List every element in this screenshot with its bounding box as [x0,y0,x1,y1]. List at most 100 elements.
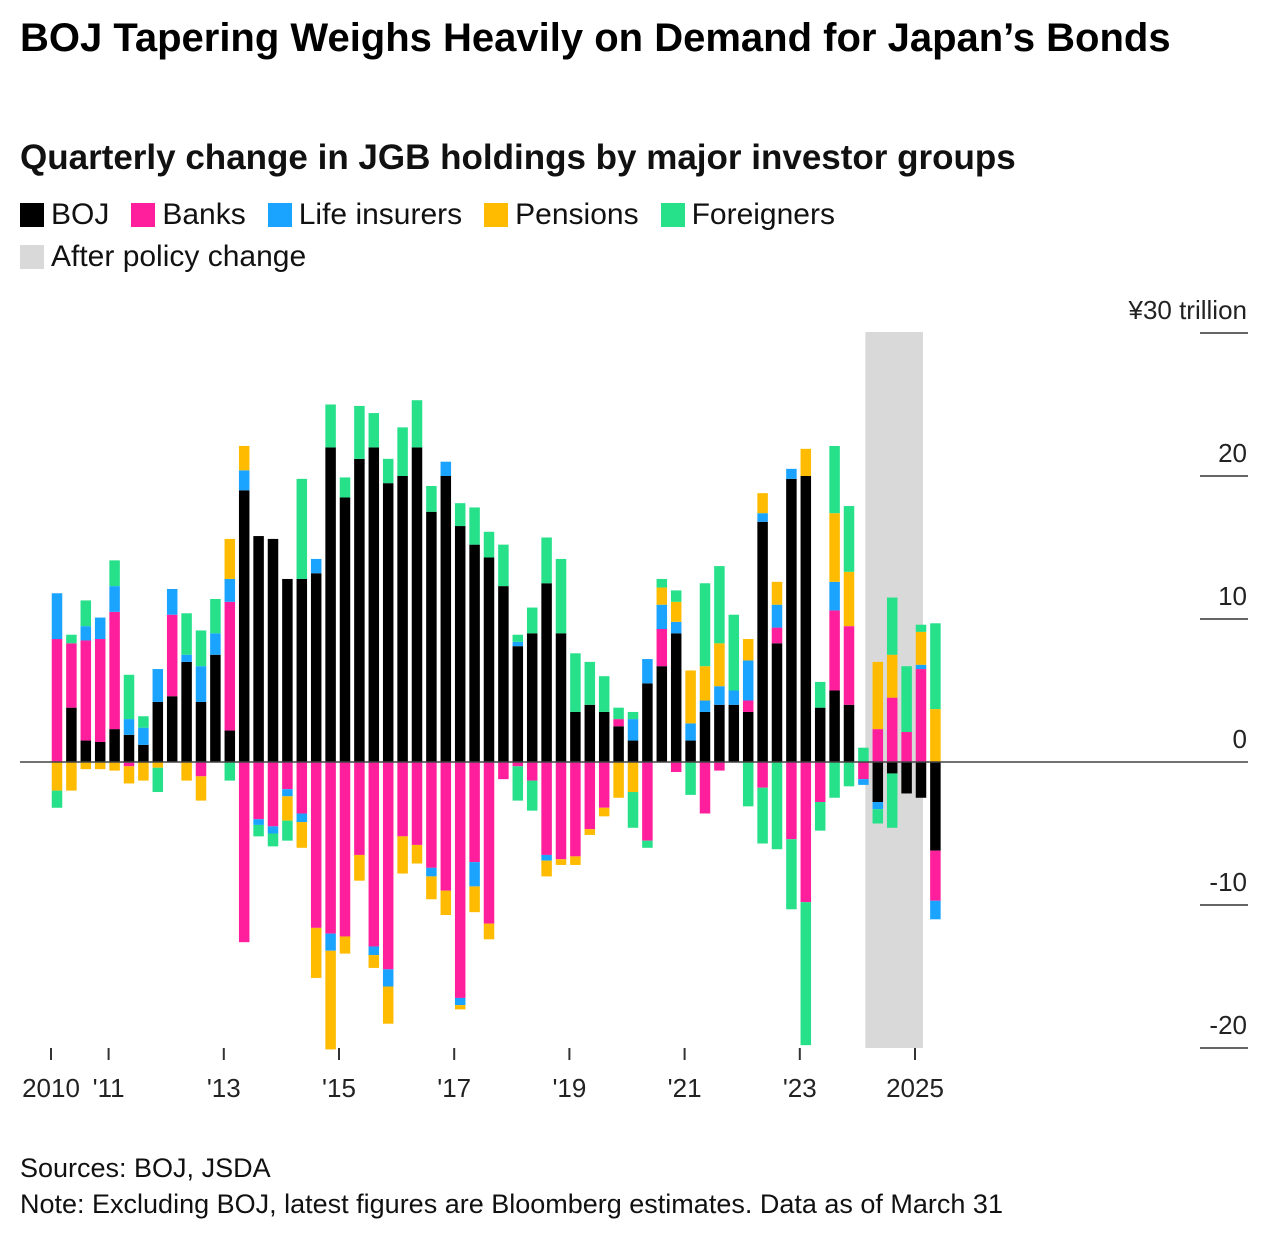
legend-item-life-insurers: Life insurers [267,198,463,232]
legend-swatch-foreigners [660,203,685,227]
bar-foreigners-q54 [829,445,840,514]
bar-pensions-q19 [325,950,336,1050]
bar-foreigners-q44 [685,762,696,795]
y-tick-label: 10 [1218,581,1247,611]
bar-boj-q14 [253,536,264,762]
bar-foreigners-neg-q51 [786,839,797,910]
bar-pensions-q7 [152,762,164,768]
bar-pensions-q36 [570,856,581,865]
bar-banks-q8 [166,614,178,697]
legend-label-life-insurers: Life insurers [298,198,463,231]
bar-life-insurers-q27 [440,461,452,476]
bar-life-insurers-q14 [253,819,264,825]
bar-pensions-q35 [555,859,567,865]
bar-banks-q61 [930,850,941,901]
bar-foreigners-neg-q48 [742,762,754,807]
bar-foreigners-q55 [843,506,855,572]
bar-foreigners-q25 [411,400,423,448]
bar-boj-q16 [282,578,293,762]
bar-banks-q34 [541,762,552,855]
bar-pensions-q57 [872,661,884,730]
bar-foreigners-q28 [454,503,466,527]
bar-banks-q2 [80,640,92,741]
bar-foreigners-q17 [296,478,308,579]
bar-life-insurers-q44 [685,723,696,741]
bar-pensions-q21 [354,854,365,881]
legend-swatch-banks [131,203,156,227]
bar-foreigners-neg-q54 [829,762,840,798]
bar-boj-q48 [742,711,754,762]
bar-pensions-q25 [411,844,423,864]
bar-boj-q53 [814,707,826,762]
legend-swatch-after-policy-change [20,245,44,269]
bar-foreigners-q11 [210,598,221,634]
bar-life-insurers-q42 [656,604,668,630]
bar-life-insurers-q26 [426,867,437,877]
bar-foreigners-neg-q41 [642,840,653,848]
bar-boj-q24 [397,476,408,762]
bar-life-insurers-q2 [80,626,92,641]
bar-life-insurers-q60 [915,664,927,670]
bar-life-insurers-q48 [742,660,754,701]
bar-foreigners-q61 [930,623,941,710]
bar-life-insurers-q28 [454,997,466,1006]
bar-life-insurers-q8 [166,588,178,615]
bar-banks-q56 [858,762,869,780]
bar-pensions-q27 [440,890,452,916]
bar-pensions-q50 [771,581,783,605]
bar-pensions-q23 [382,986,394,1024]
legend-label-after-policy-change: After policy change [51,240,307,273]
bar-foreigners-q7 [152,767,164,793]
x-tick-label: '11 [93,1073,125,1103]
bar-pensions-q9 [181,762,192,781]
bar-banks-q27 [440,762,452,891]
bar-banks-q0 [51,639,63,762]
bar-life-insurers-q3 [94,617,106,640]
bar-boj-q61 [930,762,941,851]
bar-boj-q34 [541,583,552,762]
bar-foreigners-q15 [267,833,279,847]
bar-boj-q43 [670,633,682,762]
bar-life-insurers-q11 [210,633,221,655]
bar-banks-q25 [411,762,423,845]
bar-boj-q21 [354,458,365,762]
bar-life-insurers-q45 [699,700,711,712]
bar-foreigners-q56 [858,747,869,762]
bar-pensions-q37 [584,829,596,835]
bar-banks-q12 [224,601,236,731]
bar-pensions-q61 [930,709,941,762]
bar-banks-q53 [814,762,826,803]
sources-note: Sources: BOJ, JSDA [20,1153,271,1183]
bar-boj-q10 [195,701,207,762]
bar-boj-q4 [109,729,120,762]
bar-boj-q31 [498,586,509,762]
bar-foreigners-q31 [498,544,509,587]
bar-boj-q47 [728,704,740,762]
bar-boj-q25 [411,447,423,762]
bar-boj-q37 [584,704,596,762]
bar-boj-q23 [382,483,394,762]
legend-item-pensions: Pensions [484,198,639,232]
bar-boj-q57 [872,762,884,803]
bar-pensions-q58 [886,654,898,698]
bar-boj-q18 [310,573,322,762]
bar-boj-q11 [210,654,221,762]
bar-boj-q40 [627,740,639,762]
bar-life-insurers-q16 [282,789,293,797]
bar-foreigners-q24 [397,427,408,476]
bar-life-insurers-q47 [728,690,740,705]
bar-boj-q3 [94,741,106,762]
bar-foreigners-q9 [181,613,192,655]
x-tick-label: '15 [322,1073,356,1103]
bar-foreigners-q36 [570,653,581,712]
bar-life-insurers-q22 [368,946,380,956]
bar-banks-q21 [354,762,365,855]
bar-foreigners-q20 [339,477,351,498]
bar-pensions-q45 [699,666,711,701]
bar-banks-q4 [109,611,120,730]
bar-pensions-q16 [282,796,293,821]
bar-foreigners-neg-q52 [800,902,812,1046]
bar-boj-q30 [483,557,495,762]
bar-banks-q52 [800,762,812,903]
bar-banks-q50 [771,627,783,644]
